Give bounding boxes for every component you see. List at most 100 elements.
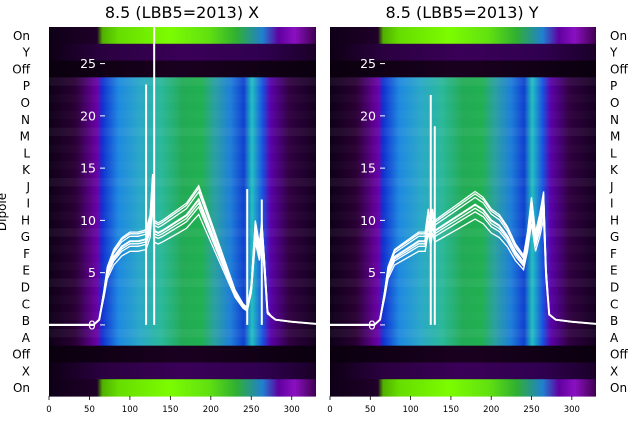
panel-title: 8.5 (LBB5=2013) X (105, 3, 259, 22)
heatmap-row-shade (49, 278, 316, 287)
heatmap-row-shade (330, 77, 596, 86)
row-label: B (22, 314, 30, 328)
row-label: C (22, 297, 30, 311)
heatmap-row-shade (330, 144, 596, 152)
overlay-trace (330, 193, 597, 326)
row-label: Y (609, 46, 618, 60)
heatmap-row (330, 77, 596, 95)
x-tick-label: 300 (284, 405, 300, 415)
row-label: B (610, 314, 618, 328)
heatmap-row (330, 295, 596, 313)
heatmap-row (49, 94, 316, 112)
heatmap-row (330, 60, 596, 78)
x-tick-label: 200 (483, 405, 499, 415)
row-label: Off (12, 62, 30, 76)
heatmap-row (49, 60, 316, 78)
heatmap-row (330, 328, 596, 347)
heatmap-row (330, 177, 596, 196)
row-label: E (610, 264, 618, 278)
overlay-y-tick-label: 15 (80, 161, 96, 176)
row-label: Off (610, 62, 628, 76)
row-label: D (610, 280, 619, 294)
row-label: D (21, 280, 30, 294)
heatmap-row-shade (49, 195, 316, 203)
heatmap-row (330, 161, 596, 179)
heatmap-row (49, 345, 316, 364)
heatmap-row (330, 127, 596, 146)
heatmap-row (49, 27, 316, 45)
heatmap-row (49, 127, 316, 146)
row-label: O (21, 96, 30, 110)
heatmap-row (49, 110, 316, 129)
overlay-y-tick-label: 0 (368, 317, 376, 332)
row-label: F (610, 247, 617, 261)
row-label: X (610, 364, 618, 378)
x-tick-label: 250 (243, 405, 259, 415)
heatmap-row-shade (49, 228, 316, 237)
panel-y: 8.5 (LBB5=2013) Y On Y Off PONMLKJIHGFEDCBA… (327, 3, 628, 415)
row-label: I (610, 197, 614, 211)
x-tick-label: 50 (84, 405, 95, 415)
overlay-y-tick-label: 5 (88, 265, 96, 280)
heatmap-row (330, 278, 596, 296)
row-label: Off (610, 348, 628, 362)
x-tick-label: 50 (365, 405, 376, 415)
overlay-y-tick-label: 10 (80, 213, 96, 228)
heatmap-row (49, 228, 316, 246)
heatmap-row (49, 278, 316, 296)
row-label: J (609, 180, 614, 194)
row-label: I (26, 197, 30, 211)
row-label: L (23, 146, 30, 160)
heatmap-row-shade (330, 94, 596, 102)
row-label: A (610, 331, 619, 345)
heatmap-row-shade (330, 278, 596, 287)
overlay-y-tick-label: 20 (80, 108, 96, 123)
row-label: K (610, 163, 619, 177)
row-label: M (610, 130, 620, 144)
heatmap-row-shade (49, 245, 316, 253)
row-label: Off (12, 348, 30, 362)
overlay-y-tick-label: 25 (80, 56, 96, 71)
row-label: C (610, 297, 618, 311)
heatmap-row (49, 161, 316, 179)
row-label: On (610, 381, 627, 395)
heatmap-row (49, 144, 316, 162)
row-label: On (13, 29, 30, 43)
row-label: X (22, 364, 30, 378)
x-tick-label: 150 (162, 405, 178, 415)
heatmap-row-shade (49, 77, 316, 86)
heatmap-row-shade (330, 295, 596, 303)
heatmap-row (330, 194, 596, 213)
heatmap-row (49, 77, 316, 95)
heatmap-row-shade (330, 328, 596, 338)
x-tick-label: 250 (523, 405, 539, 415)
row-label: On (610, 29, 627, 43)
heatmap-row (49, 43, 316, 62)
row-label: P (23, 79, 30, 93)
x-tick-label: 200 (203, 405, 219, 415)
heatmap-row-shade (49, 94, 316, 102)
heatmap-row (49, 211, 316, 229)
heatmap-row-shade (330, 177, 596, 187)
row-label: F (23, 247, 30, 261)
x-tick-label: 100 (402, 405, 418, 415)
heatmap-row (330, 345, 596, 364)
row-label: P (610, 79, 617, 93)
row-label: M (20, 130, 30, 144)
heatmap-row (330, 94, 596, 112)
row-label: L (610, 146, 617, 160)
row-label: G (21, 230, 30, 244)
overlay-y-tick-label: 5 (368, 265, 376, 280)
overlay-trace (330, 207, 597, 326)
row-label: N (21, 113, 30, 127)
heatmap-row (49, 312, 316, 330)
heatmap-row (330, 27, 596, 45)
row-label: H (610, 213, 619, 227)
row-label: E (22, 264, 30, 278)
heatmap-row-shade (49, 144, 316, 152)
heatmap-row (330, 312, 596, 330)
heatmap-row-shade (49, 295, 316, 303)
row-label: On (13, 381, 30, 395)
heatmap-row (49, 177, 316, 196)
